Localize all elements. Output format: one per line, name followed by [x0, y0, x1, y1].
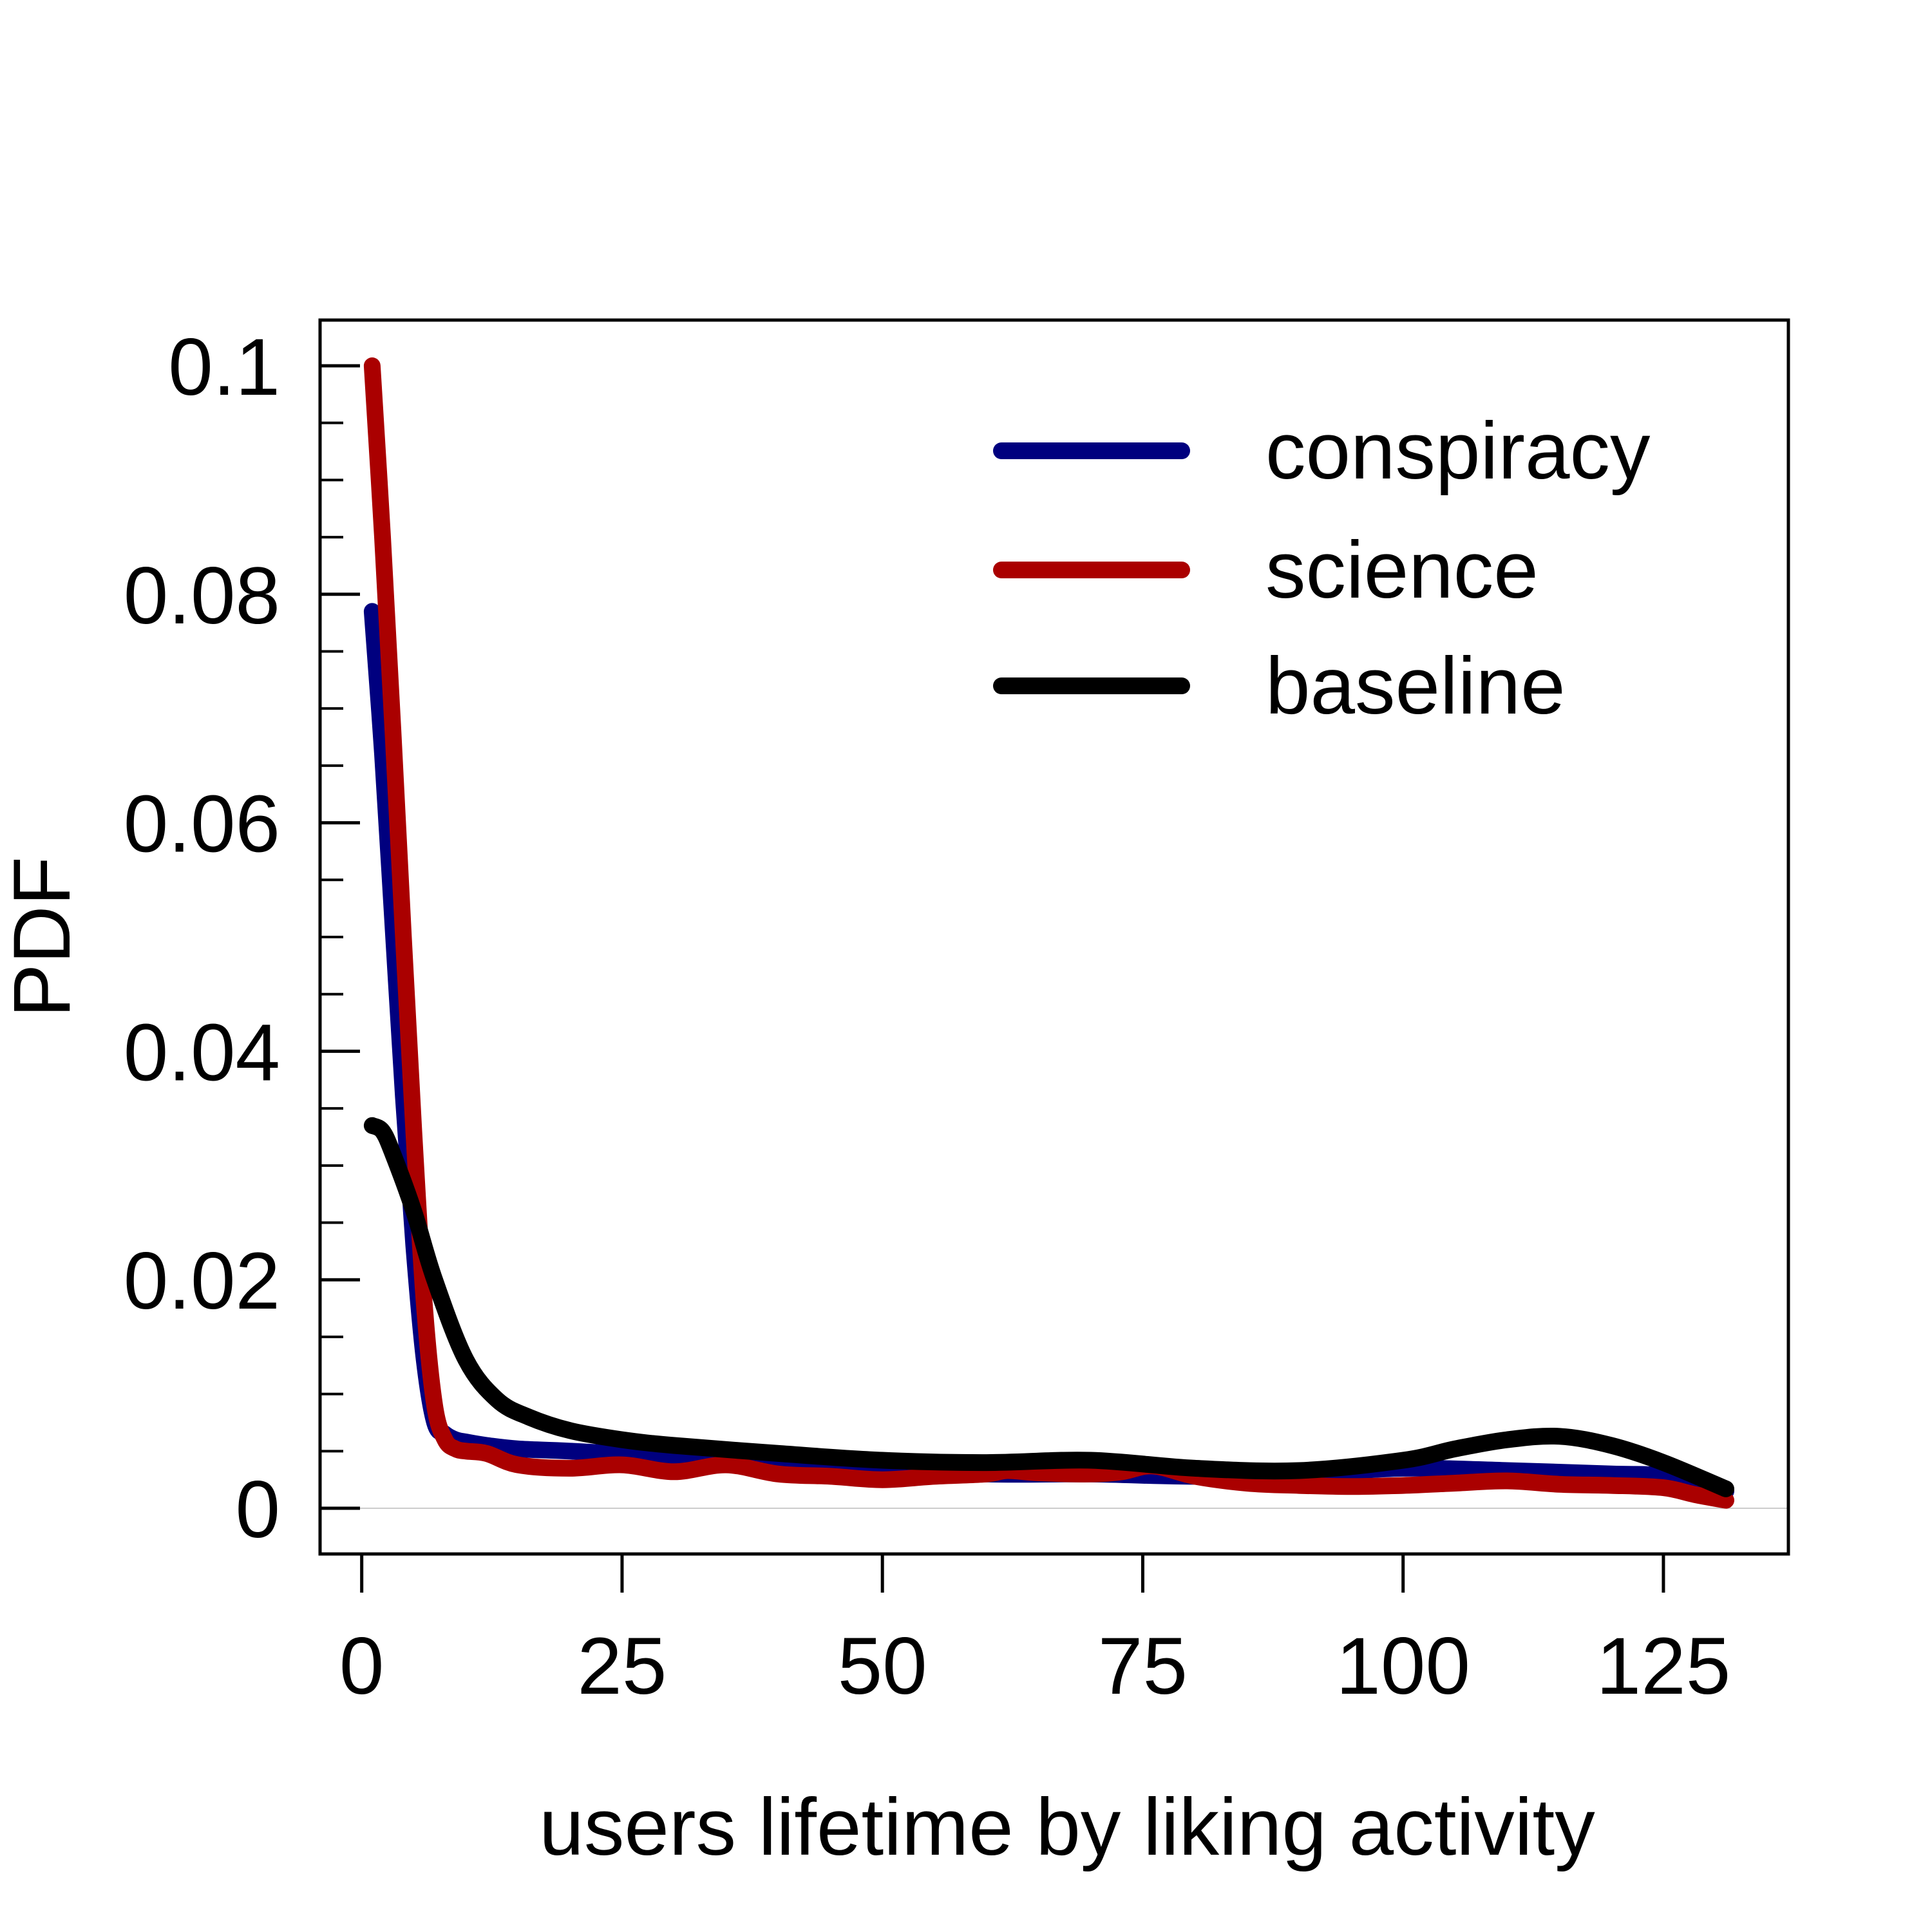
legend: conspiracy science baseline [993, 406, 1651, 731]
y-tick-label: 0 [235, 1465, 280, 1555]
y-tick-label: 0.08 [124, 551, 280, 641]
legend-label-conspiracy: conspiracy [1265, 406, 1651, 496]
x-tick-label: 50 [838, 1622, 927, 1711]
legend-label-baseline: baseline [1265, 641, 1566, 731]
y-axis: 0 0.02 0.04 0.06 0.08 0.1 [124, 323, 360, 1555]
x-axis: 0 25 50 75 100 125 [339, 1554, 1730, 1711]
series-layer [363, 357, 1734, 1509]
legend-label-science: science [1265, 526, 1539, 615]
y-axis-title: PDF [0, 857, 87, 1018]
x-tick-label: 125 [1596, 1622, 1731, 1711]
x-tick-label: 0 [339, 1622, 384, 1711]
x-tick-label: 75 [1098, 1622, 1188, 1711]
series-line-baseline [363, 1117, 1734, 1497]
y-tick-label: 0.06 [124, 780, 280, 869]
y-tick-label: 0.04 [124, 1008, 280, 1097]
x-axis-title: users lifetime by liking activity [539, 1783, 1595, 1872]
y-tick-label: 0.02 [124, 1236, 280, 1326]
series-line-science [363, 357, 1734, 1509]
x-tick-label: 100 [1336, 1622, 1470, 1711]
y-tick-label: 0.1 [168, 323, 280, 412]
x-tick-label: 25 [577, 1622, 667, 1711]
